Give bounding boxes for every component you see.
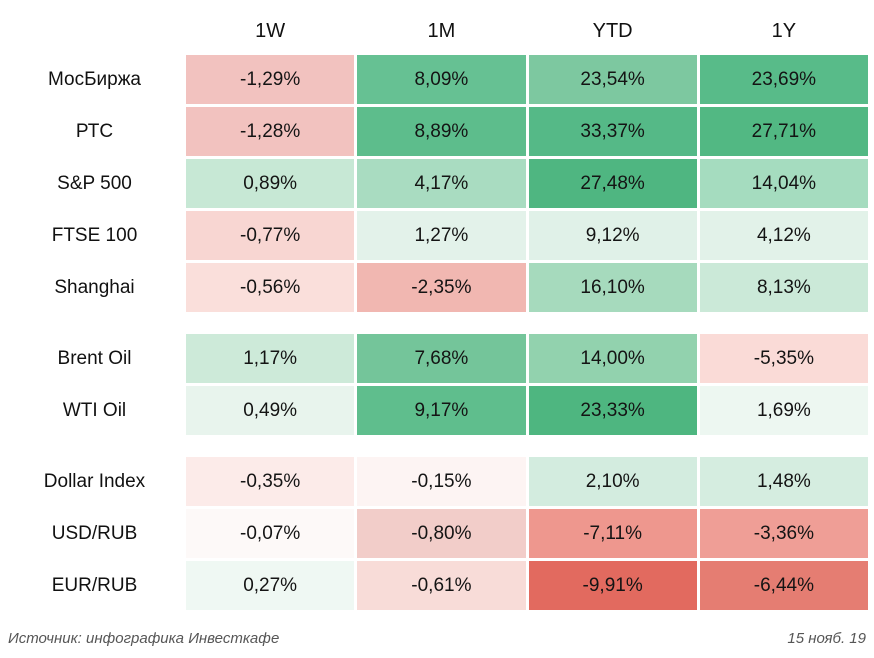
heatmap-cell: -0,61% — [357, 561, 526, 610]
date-caption: 15 нояб. 19 — [787, 630, 866, 647]
heatmap-cell: -5,35% — [699, 334, 868, 383]
heatmap-cell: -0,77% — [186, 211, 355, 260]
heatmap-cell: -1,29% — [186, 55, 355, 104]
heatmap-cell: 14,00% — [528, 334, 697, 383]
heatmap-cell: -1,28% — [186, 107, 355, 156]
heatmap-cell: 9,12% — [528, 211, 697, 260]
heatmap-table: 1W 1M YTD 1Y МосБиржа -1,29% 8,09% 23,54% 23,69%… — [6, 10, 868, 610]
heatmap-cell: 4,12% — [699, 211, 868, 260]
heatmap-cell: 16,10% — [528, 263, 697, 312]
heatmap-cell: -0,56% — [186, 263, 355, 312]
heatmap-cell: 7,68% — [357, 334, 526, 383]
row-label: РТС — [6, 107, 183, 156]
row-label: МосБиржа — [6, 55, 183, 104]
heatmap-cell: 1,48% — [699, 457, 868, 506]
heatmap-cell: -0,80% — [357, 509, 526, 558]
heatmap-cell: 4,17% — [357, 159, 526, 208]
row-label: WTI Oil — [6, 386, 183, 435]
heatmap-cell: 33,37% — [528, 107, 697, 156]
row-label: Dollar Index — [6, 457, 183, 506]
section-spacer — [6, 315, 868, 331]
heatmap-cell: 2,10% — [528, 457, 697, 506]
section-spacer — [6, 438, 868, 454]
row-label: USD/RUB — [6, 509, 183, 558]
column-header: 1W — [186, 10, 355, 52]
heatmap-cell: 1,69% — [699, 386, 868, 435]
heatmap-cell: 1,17% — [186, 334, 355, 383]
heatmap-cell: 0,27% — [186, 561, 355, 610]
heatmap-cell: 8,89% — [357, 107, 526, 156]
heatmap-cell: 23,54% — [528, 55, 697, 104]
table-corner — [6, 10, 183, 52]
heatmap-cell: 23,69% — [699, 55, 868, 104]
heatmap-cell: -2,35% — [357, 263, 526, 312]
row-label: Brent Oil — [6, 334, 183, 383]
heatmap-cell: 0,89% — [186, 159, 355, 208]
heatmap-cell: -7,11% — [528, 509, 697, 558]
row-label: EUR/RUB — [6, 561, 183, 610]
heatmap-cell: 8,09% — [357, 55, 526, 104]
row-label: FTSE 100 — [6, 211, 183, 260]
heatmap-cell: 14,04% — [699, 159, 868, 208]
column-header: YTD — [528, 10, 697, 52]
heatmap-cell: 8,13% — [699, 263, 868, 312]
row-label: S&P 500 — [6, 159, 183, 208]
heatmap-cell: -0,07% — [186, 509, 355, 558]
column-header: 1M — [357, 10, 526, 52]
heatmap-cell: 9,17% — [357, 386, 526, 435]
heatmap-cell: 0,49% — [186, 386, 355, 435]
heatmap-cell: 1,27% — [357, 211, 526, 260]
heatmap-cell: -0,35% — [186, 457, 355, 506]
heatmap-cell: -6,44% — [699, 561, 868, 610]
heatmap-cell: -0,15% — [357, 457, 526, 506]
heatmap-cell: 23,33% — [528, 386, 697, 435]
heatmap-cell: 27,48% — [528, 159, 697, 208]
source-caption: Источник: инфографика Инвесткафе — [8, 630, 280, 647]
row-label: Shanghai — [6, 263, 183, 312]
column-header: 1Y — [699, 10, 868, 52]
heatmap-cell: -9,91% — [528, 561, 697, 610]
heatmap-cell: -3,36% — [699, 509, 868, 558]
heatmap-cell: 27,71% — [699, 107, 868, 156]
footer: Источник: инфографика Инвесткафе 15 нояб… — [8, 630, 866, 647]
